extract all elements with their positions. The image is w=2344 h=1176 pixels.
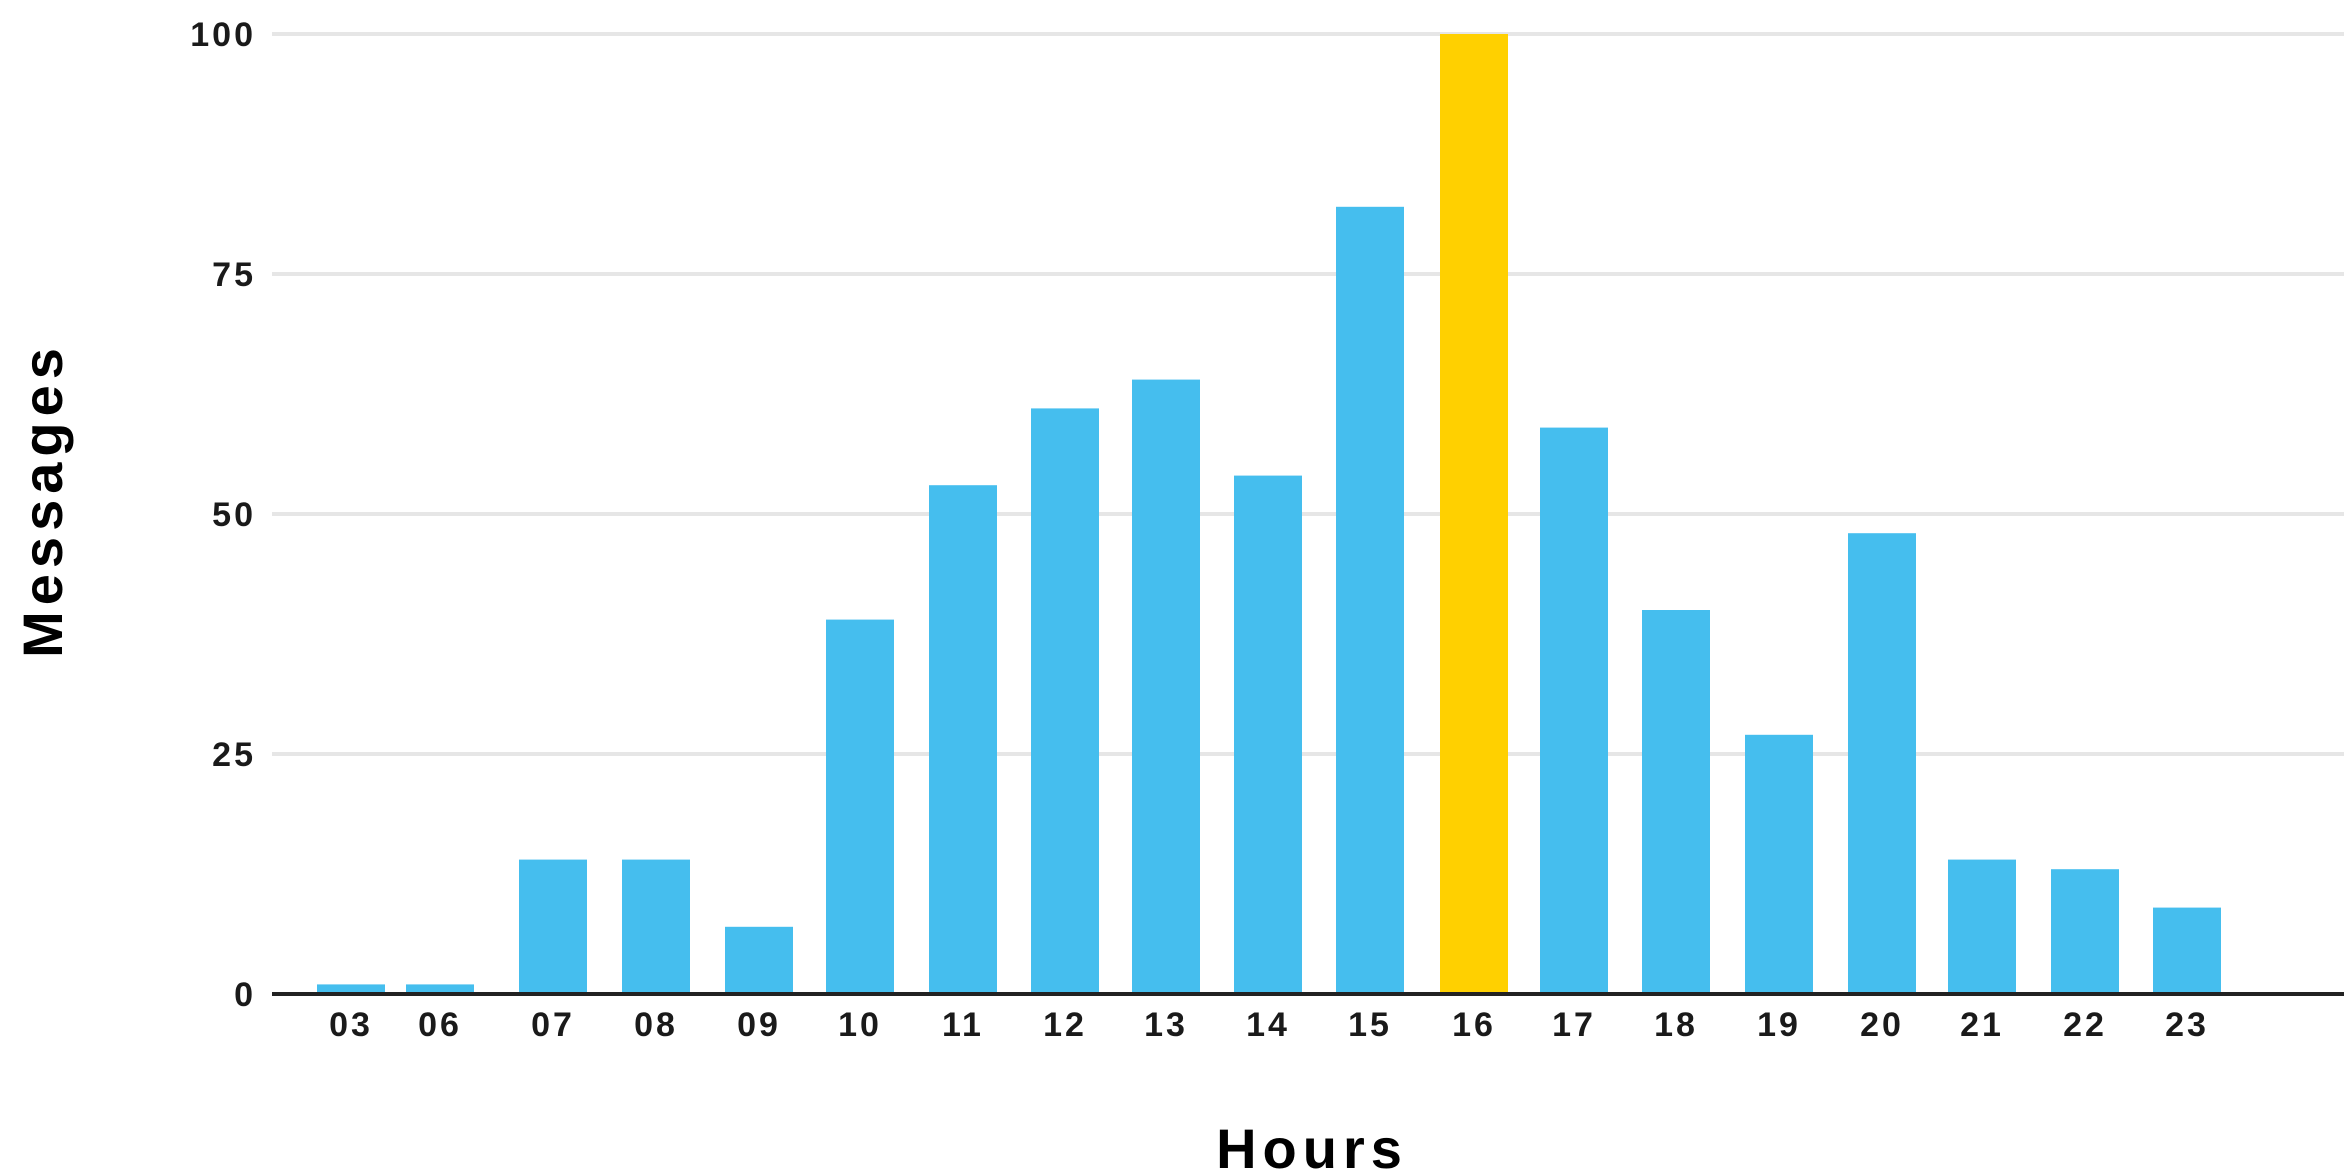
bar-06	[406, 984, 474, 994]
x-tick-label: 13	[1144, 1006, 1188, 1044]
x-tick-label: 07	[531, 1006, 575, 1044]
x-tick-labels: 03 06 07 08 09 10 11 12 13 14 15 16 17 18 19 20 21 22 23	[329, 1006, 2209, 1044]
bar-15	[1336, 206, 1404, 995]
y-tick-labels: 0 25 50 75 100	[190, 16, 256, 1014]
x-tick-label: 12	[1043, 1006, 1087, 1044]
x-tick-label: 08	[634, 1006, 678, 1044]
x-axis-title: Hours	[1216, 1117, 1408, 1176]
x-tick-label: 23	[2165, 1006, 2209, 1044]
bar-19	[1745, 734, 1813, 994]
x-tick-label: 22	[2063, 1006, 2107, 1044]
bar-22	[2051, 869, 2119, 994]
x-tick-label: 19	[1757, 1006, 1801, 1044]
x-tick-label: 18	[1654, 1006, 1698, 1044]
x-tick-label: 15	[1348, 1006, 1392, 1044]
x-tick-label: 17	[1552, 1006, 1596, 1044]
x-tick-label: 03	[329, 1006, 373, 1044]
x-tick-label: 11	[942, 1006, 984, 1044]
bars	[317, 34, 2221, 995]
gridlines	[272, 32, 2344, 756]
bar-08	[622, 859, 690, 994]
bar-09	[725, 926, 793, 994]
y-axis-title: Messages	[11, 342, 74, 658]
y-tick-label: 100	[190, 16, 256, 54]
x-tick-label: 20	[1860, 1006, 1904, 1044]
bar-11	[929, 485, 997, 994]
y-tick-label: 0	[234, 976, 256, 1014]
bar-20	[1848, 533, 1916, 994]
y-tick-label: 75	[212, 256, 256, 294]
bar-14	[1234, 475, 1302, 995]
bar-17	[1540, 427, 1608, 995]
bar-13	[1132, 379, 1200, 995]
y-tick-label: 50	[212, 496, 256, 534]
bar-10	[826, 619, 894, 994]
bar-12	[1031, 408, 1099, 994]
bar-18	[1642, 610, 1710, 994]
x-tick-label: 09	[737, 1006, 781, 1044]
bar-23	[2153, 907, 2221, 994]
x-tick-label: 10	[838, 1006, 882, 1044]
y-tick-label: 25	[212, 736, 256, 774]
x-tick-label: 21	[1960, 1006, 2004, 1044]
x-tick-label: 14	[1246, 1006, 1290, 1044]
bar-16	[1440, 34, 1508, 994]
bar-07	[519, 859, 587, 994]
bar-21	[1948, 859, 2016, 994]
x-tick-label: 16	[1452, 1006, 1496, 1044]
bar-03	[317, 984, 385, 994]
x-tick-label: 06	[418, 1006, 462, 1044]
